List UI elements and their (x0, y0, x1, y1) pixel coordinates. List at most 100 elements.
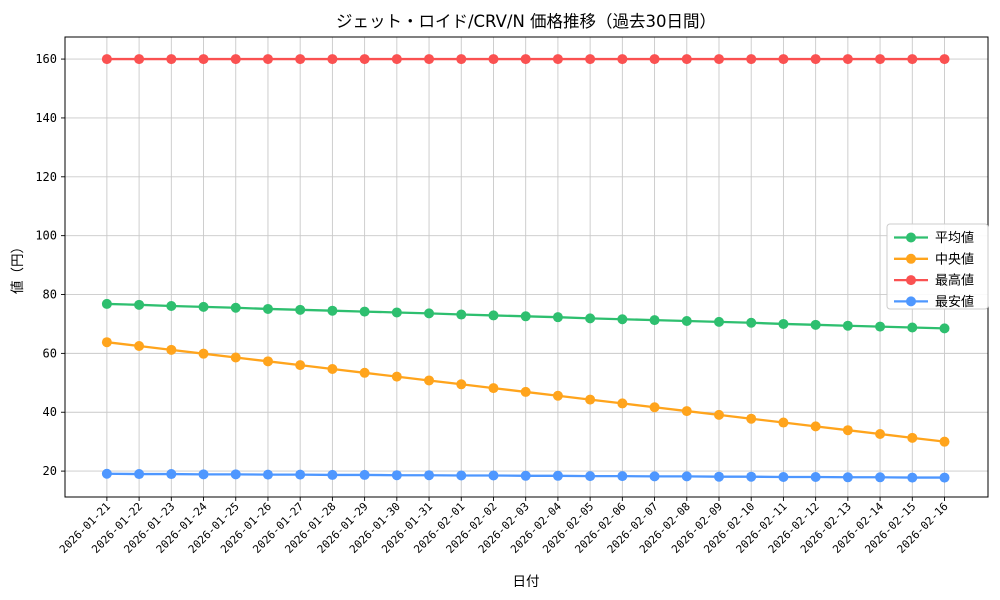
data-point (391, 54, 402, 65)
legend-marker-dot (906, 253, 916, 264)
y-tick-label: 160 (35, 52, 57, 66)
y-tick-label: 100 (35, 229, 57, 243)
data-point (262, 469, 273, 480)
legend-item-1: 中央値 (894, 251, 974, 267)
legend-item-label: 最高値 (935, 273, 974, 289)
data-point (295, 304, 306, 315)
series-layer (101, 54, 950, 483)
data-point (842, 472, 853, 483)
legend-box (886, 223, 989, 310)
data-point (488, 383, 499, 394)
data-point (617, 54, 628, 65)
data-point (327, 363, 338, 374)
data-point (907, 322, 918, 333)
y-tick-label: 80 (43, 288, 57, 302)
data-point (552, 312, 563, 323)
data-point (907, 472, 918, 483)
data-point (681, 471, 692, 482)
data-point (456, 54, 467, 65)
data-point (842, 54, 853, 65)
x-axis-ticks: 2026-01-212026-01-222026-01-232026-01-24… (57, 497, 951, 556)
data-point (939, 323, 950, 334)
legend-marker-dot (906, 232, 916, 243)
legend-item-3: 最安値 (894, 294, 974, 310)
x-axis-label: 日付 (513, 574, 540, 590)
data-point (552, 390, 563, 401)
data-point (681, 54, 692, 65)
data-point (649, 54, 660, 65)
data-point (778, 318, 789, 329)
data-point (134, 299, 145, 310)
data-point (488, 310, 499, 321)
data-point (359, 54, 370, 65)
data-point (907, 54, 918, 65)
data-point (424, 54, 435, 65)
data-point (939, 54, 950, 65)
data-point (617, 398, 628, 409)
data-point (166, 54, 177, 65)
data-point (424, 470, 435, 481)
data-point (746, 54, 757, 65)
data-point (101, 337, 112, 348)
data-point (617, 471, 628, 482)
series-0 (101, 298, 950, 334)
data-point (713, 316, 724, 327)
data-point (842, 425, 853, 436)
data-point (520, 386, 531, 397)
data-point (713, 409, 724, 420)
data-point (746, 413, 757, 424)
legend-item-2: 最高値 (894, 273, 974, 289)
data-point (198, 301, 209, 312)
data-point (488, 470, 499, 481)
data-point (810, 421, 821, 432)
data-point (842, 320, 853, 331)
data-point (585, 54, 596, 65)
series-2 (101, 54, 950, 65)
y-tick-label: 120 (35, 170, 57, 184)
data-point (456, 470, 467, 481)
y-axis-label: 値（円） (10, 240, 26, 294)
data-point (134, 469, 145, 480)
data-point (230, 54, 241, 65)
data-point (713, 54, 724, 65)
data-point (198, 54, 209, 65)
data-point (262, 356, 273, 367)
data-point (456, 309, 467, 320)
data-point (101, 468, 112, 479)
data-point (939, 436, 950, 447)
data-point (456, 379, 467, 390)
data-point (198, 469, 209, 480)
data-point (552, 54, 563, 65)
legend-item-label: 平均値 (935, 230, 974, 246)
data-point (198, 348, 209, 359)
data-point (359, 306, 370, 317)
data-point (101, 54, 112, 65)
data-point (359, 469, 370, 480)
y-axis-ticks: 20 40 60 80 100 120 140 160 (35, 52, 65, 478)
data-point (810, 471, 821, 482)
data-point (391, 371, 402, 382)
data-point (520, 54, 531, 65)
data-point (681, 406, 692, 417)
data-point (713, 471, 724, 482)
data-point (617, 314, 628, 325)
legend-item-0: 平均値 (894, 230, 974, 246)
data-point (230, 352, 241, 363)
data-point (778, 54, 789, 65)
data-point (327, 305, 338, 316)
data-point (262, 303, 273, 314)
data-point (875, 472, 886, 483)
y-tick-label: 40 (43, 405, 57, 419)
data-point (810, 54, 821, 65)
data-point (327, 54, 338, 65)
data-point (746, 471, 757, 482)
y-tick-label: 140 (35, 111, 57, 125)
data-point (391, 307, 402, 318)
data-point (359, 367, 370, 378)
series-3 (101, 468, 950, 483)
data-point (875, 429, 886, 440)
data-point (585, 394, 596, 405)
